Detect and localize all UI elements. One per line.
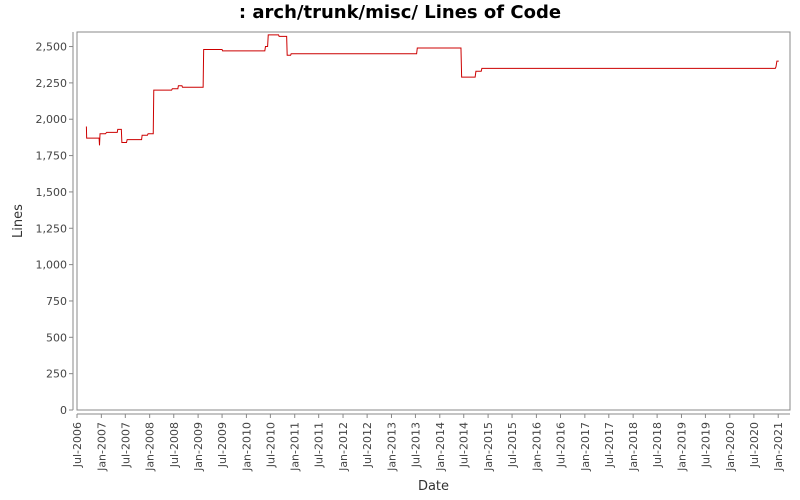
x-tick-label: Jul-2018 [651,422,664,468]
x-tick-label: Jul-2012 [361,422,374,468]
y-tick-label: 2,500 [36,41,68,54]
x-axis-title: Date [418,479,449,494]
x-tick-label: Jul-2020 [748,422,761,468]
x-tick-label: Jan-2015 [482,422,495,472]
y-axis-title: Lines [11,204,26,238]
y-tick-label: 500 [46,331,67,344]
x-tick-label: Jan-2011 [289,422,302,472]
x-tick-label: Jul-2009 [216,422,229,468]
x-tick-label: Jan-2009 [192,422,205,472]
axes [72,31,791,415]
plot-area-border [76,31,791,411]
series-layer [85,34,779,146]
ticks: 0 250 500 750 1,000 1,250 1,500 1,750 2,000 2,250… [36,41,786,472]
x-tick-label: Jan-2016 [530,422,543,472]
x-tick-label: Jan-2020 [724,422,737,472]
y-tick-label: 1,500 [36,186,68,199]
x-tick-label: Jan-2019 [675,422,688,472]
y-tick-label: 2,250 [36,77,68,90]
x-tick-label: Jul-2013 [409,422,422,468]
x-tick-label: Jan-2012 [337,422,350,472]
y-tick-label: 1,250 [36,222,68,235]
x-tick-label: Jan-2008 [144,422,157,472]
series-line-0 [85,34,779,146]
x-tick-label: Jul-2008 [168,422,181,468]
x-tick-label: Jan-2010 [240,422,253,472]
y-tick-label: 0 [60,404,67,417]
x-tick-label: Jul-2017 [603,422,616,468]
x-tick-label: Jul-2015 [506,422,519,468]
x-tick-label: Jan-2013 [385,422,398,472]
x-tick-label: Jan-2017 [579,422,592,472]
y-tick-label: 1,000 [36,259,68,272]
y-tick-label: 2,000 [36,113,68,126]
x-tick-label: Jul-2014 [458,422,471,468]
y-tick-label: 250 [46,368,67,381]
y-tick-label: 1,750 [36,150,68,163]
x-tick-label: Jul-2019 [699,422,712,468]
x-tick-label: Jul-2007 [119,422,132,468]
chart-title: : arch/trunk/misc/ Lines of Code [238,2,562,23]
x-tick-label: Jul-2010 [264,422,277,468]
x-tick-label: Jan-2007 [95,422,108,472]
x-tick-label: Jan-2018 [627,422,640,472]
x-tick-label: Jul-2011 [313,422,326,468]
x-tick-label: Jul-2016 [554,422,567,468]
x-tick-label: Jan-2021 [772,422,785,472]
x-tick-label: Jan-2014 [434,422,447,472]
x-tick-label: Jul-2006 [71,422,84,468]
y-tick-label: 750 [46,295,67,308]
